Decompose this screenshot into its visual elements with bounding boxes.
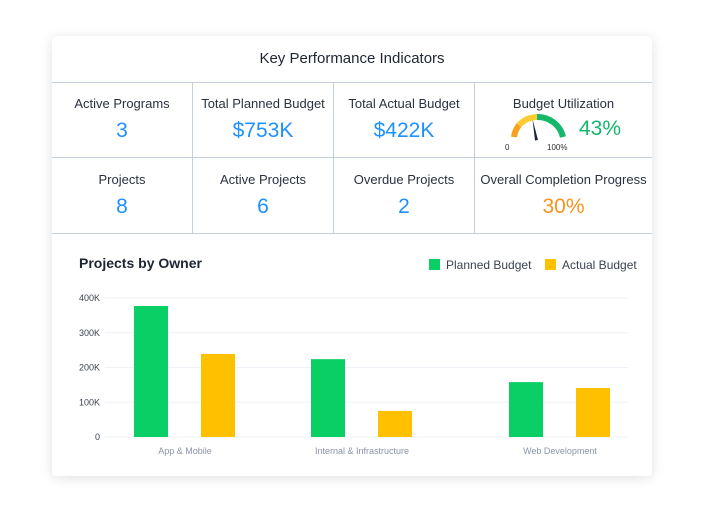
- legend-label: Actual Budget: [562, 258, 637, 272]
- gauge-min: 0: [505, 143, 510, 152]
- kpi-label: Total Planned Budget: [201, 96, 325, 111]
- gauge-max: 100%: [547, 143, 567, 152]
- kpi-label: Projects: [98, 172, 146, 187]
- kpi-active-programs: Active Programs 3: [52, 82, 193, 158]
- kpi-active-projects: Active Projects 6: [193, 158, 334, 234]
- kpi-value: 2: [398, 195, 410, 218]
- bar-planned: [134, 305, 168, 437]
- kpi-value: 30%: [542, 195, 585, 218]
- y-tick-label: 400K: [79, 293, 100, 303]
- kpi-total-actual-budget: Total Actual Budget $422K: [334, 82, 475, 158]
- legend-swatch-planned: [429, 259, 440, 270]
- bar-actual: [378, 410, 412, 437]
- kpi-overall-completion-progress: Overall Completion Progress 30%: [475, 158, 652, 234]
- kpi-label: Overdue Projects: [353, 172, 455, 187]
- kpi-card: Key Performance Indicators Active Progra…: [52, 36, 652, 476]
- kpi-value: $422K: [373, 119, 435, 142]
- legend-actual[interactable]: Actual Budget: [545, 258, 637, 272]
- kpi-label: Budget Utilization: [512, 96, 615, 111]
- bar-planned: [509, 382, 543, 437]
- kpi-value: 3: [116, 119, 128, 142]
- kpi-value: $753K: [232, 119, 294, 142]
- y-tick-label: 200K: [79, 363, 100, 373]
- kpi-overdue-projects: Overdue Projects 2: [334, 158, 475, 234]
- kpi-total-planned-budget: Total Planned Budget $753K: [193, 82, 334, 158]
- legend-planned[interactable]: Planned Budget: [429, 258, 531, 272]
- kpi-value: 43%: [579, 117, 622, 140]
- x-tick-label: App & Mobile: [158, 446, 212, 456]
- legend-label: Planned Budget: [446, 258, 532, 272]
- bar-actual: [576, 388, 610, 437]
- kpi-projects: Projects 8: [52, 158, 193, 234]
- kpi-value: 8: [116, 195, 128, 218]
- bar-actual: [201, 353, 235, 437]
- legend-swatch-actual: [545, 259, 556, 270]
- gauge-icon: 0 100%: [505, 114, 567, 152]
- y-tick-label: 300K: [79, 328, 100, 338]
- kpi-label: Active Projects: [220, 172, 306, 187]
- chart-title: Projects by Owner: [79, 255, 202, 271]
- kpi-label: Overall Completion Progress: [480, 172, 647, 187]
- y-tick-label: 100K: [79, 397, 100, 407]
- kpi-budget-utilization: Budget Utilization 0 100% 43%: [475, 82, 652, 158]
- x-tick-label: Web Development: [523, 446, 597, 456]
- kpi-label: Total Actual Budget: [348, 96, 460, 111]
- kpi-value: 6: [257, 195, 269, 218]
- y-tick-label: 0: [95, 432, 100, 442]
- kpi-label: Active Programs: [74, 96, 170, 111]
- bar-planned: [311, 359, 345, 437]
- card-title: Key Performance Indicators: [52, 36, 652, 83]
- x-tick-label: Internal & Infrastructure: [315, 446, 409, 456]
